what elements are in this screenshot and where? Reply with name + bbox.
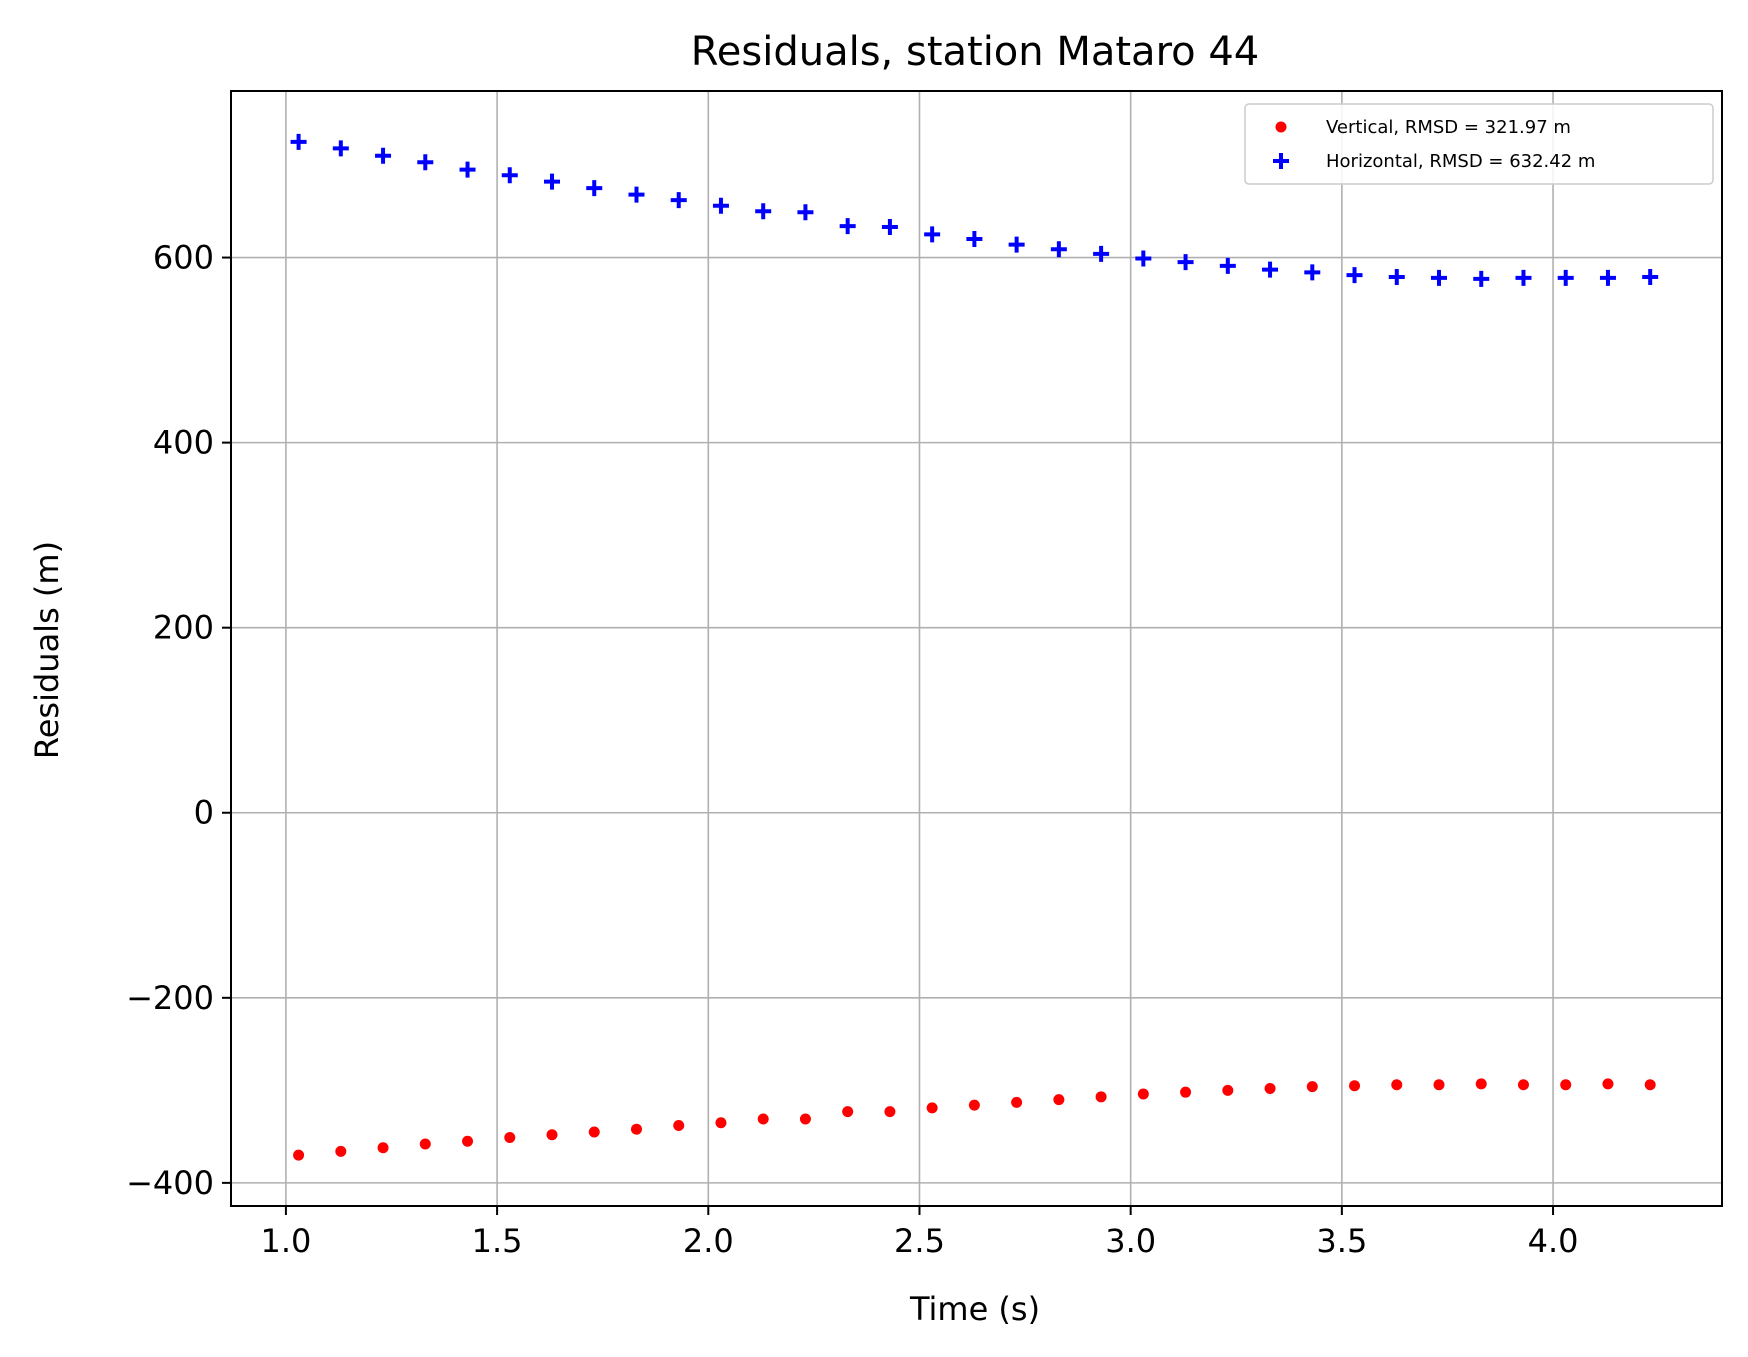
legend-marker	[1275, 121, 1287, 133]
data-point	[1011, 1096, 1023, 1108]
data-point	[290, 133, 307, 150]
data-point	[335, 1145, 347, 1157]
data-point	[417, 154, 434, 171]
data-point	[1222, 1084, 1234, 1096]
data-point	[881, 219, 898, 236]
y-tick-label: 0	[194, 794, 214, 832]
data-point	[926, 1102, 938, 1114]
data-point	[1642, 268, 1659, 285]
data-point	[504, 1132, 516, 1144]
x-tick-label: 4.0	[1528, 1222, 1579, 1260]
y-tick-label: 200	[153, 609, 214, 647]
axis-ticks: 1.0 1.5 2.0 2.5 3.0 3.5 4.0 −400 −200 0 200 400 600	[126, 239, 1578, 1260]
legend-label: Horizontal, RMSD = 632.42 m	[1326, 151, 1595, 172]
data-point	[1560, 1079, 1572, 1091]
data-point	[1135, 250, 1152, 267]
data-point	[842, 1106, 854, 1118]
data-point	[1306, 1081, 1318, 1093]
legend-marker	[1273, 153, 1289, 169]
data-point	[1053, 1094, 1065, 1106]
plot-frame	[230, 90, 1723, 1207]
x-tick-label: 1.0	[260, 1222, 311, 1260]
x-tick-label: 2.0	[683, 1222, 734, 1260]
data-point	[459, 161, 476, 178]
data-point	[419, 1138, 431, 1150]
data-point	[712, 197, 729, 214]
legend-label: Vertical, RMSD = 321.97 m	[1326, 117, 1571, 138]
data-point	[1093, 245, 1110, 262]
x-tick-label: 1.5	[472, 1222, 523, 1260]
y-tick-label: 400	[153, 424, 214, 462]
data-point	[797, 204, 814, 221]
series-horizontal	[290, 133, 1659, 287]
data-point	[628, 186, 645, 203]
x-axis-label: Time (s)	[909, 1290, 1040, 1328]
grid	[231, 91, 1722, 1206]
data-point	[1599, 269, 1616, 286]
data-point	[1137, 1088, 1149, 1100]
data-point	[1177, 254, 1194, 271]
data-point	[799, 1113, 811, 1125]
data-point	[544, 173, 561, 190]
data-point	[1517, 1079, 1529, 1091]
data-point	[586, 180, 603, 197]
data-point	[757, 1113, 769, 1125]
data-point	[1515, 269, 1532, 286]
legend: Vertical, RMSD = 321.97 m Horizontal, RMS…	[1244, 103, 1714, 185]
legend-box	[1244, 103, 1714, 185]
data-point	[1180, 1086, 1192, 1098]
data-point	[588, 1126, 600, 1138]
data-point	[968, 1099, 980, 1111]
data-point	[924, 226, 941, 243]
data-point	[293, 1149, 305, 1161]
data-point	[546, 1129, 558, 1141]
y-axis-label: Residuals (m)	[28, 541, 66, 759]
data-point	[1262, 261, 1279, 278]
data-point	[715, 1117, 727, 1129]
data-point	[966, 231, 983, 248]
series-vertical	[293, 1078, 1656, 1161]
data-point	[332, 140, 349, 157]
data-point	[1475, 1078, 1487, 1090]
data-point	[1264, 1082, 1276, 1094]
data-point	[884, 1106, 896, 1118]
data-point	[1388, 268, 1405, 285]
data-point	[1644, 1079, 1656, 1091]
x-tick-label: 3.0	[1105, 1222, 1156, 1260]
data-point	[1433, 1079, 1445, 1091]
data-point	[1557, 269, 1574, 286]
data-point	[462, 1135, 474, 1147]
y-tick-label: −200	[126, 979, 214, 1017]
data-point	[630, 1123, 642, 1135]
data-point	[1095, 1091, 1107, 1103]
data-point	[375, 147, 392, 164]
data-point	[1391, 1079, 1403, 1091]
data-point	[1431, 269, 1448, 286]
data-point	[1349, 1080, 1361, 1092]
data-point	[839, 218, 856, 235]
y-tick-label: 600	[153, 239, 214, 277]
data-point	[1346, 267, 1363, 284]
data-point	[670, 192, 687, 209]
data-point	[1219, 257, 1236, 274]
x-tick-label: 2.5	[894, 1222, 945, 1260]
data-point	[1050, 241, 1067, 258]
data-point	[755, 203, 772, 220]
chart-title: Residuals, station Mataro 44	[691, 29, 1259, 75]
data-point	[673, 1119, 685, 1131]
data-point	[1304, 264, 1321, 281]
data-point	[1008, 236, 1025, 253]
y-tick-label: −400	[126, 1164, 214, 1202]
data-point	[1602, 1078, 1614, 1090]
x-tick-label: 3.5	[1316, 1222, 1367, 1260]
data-point	[377, 1142, 389, 1154]
data-point	[1473, 270, 1490, 287]
data-marks	[290, 133, 1659, 1161]
data-point	[501, 167, 518, 184]
